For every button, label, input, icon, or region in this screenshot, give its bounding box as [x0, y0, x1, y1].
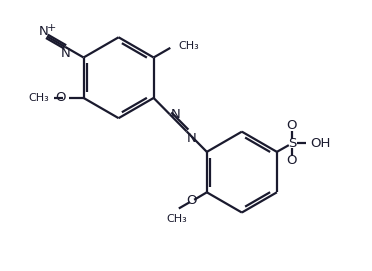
Text: CH₃: CH₃	[29, 93, 49, 103]
Text: N: N	[60, 47, 70, 60]
Text: N: N	[186, 132, 196, 145]
Text: +: +	[47, 23, 56, 33]
Text: N: N	[170, 108, 180, 121]
Text: CH₃: CH₃	[178, 41, 199, 51]
Text: O: O	[55, 91, 65, 104]
Text: O: O	[287, 154, 297, 167]
Text: S: S	[288, 137, 296, 150]
Text: N: N	[39, 25, 49, 38]
Text: O: O	[187, 195, 197, 208]
Text: CH₃: CH₃	[166, 214, 187, 224]
Text: O: O	[287, 119, 297, 132]
Text: OH: OH	[310, 137, 330, 150]
